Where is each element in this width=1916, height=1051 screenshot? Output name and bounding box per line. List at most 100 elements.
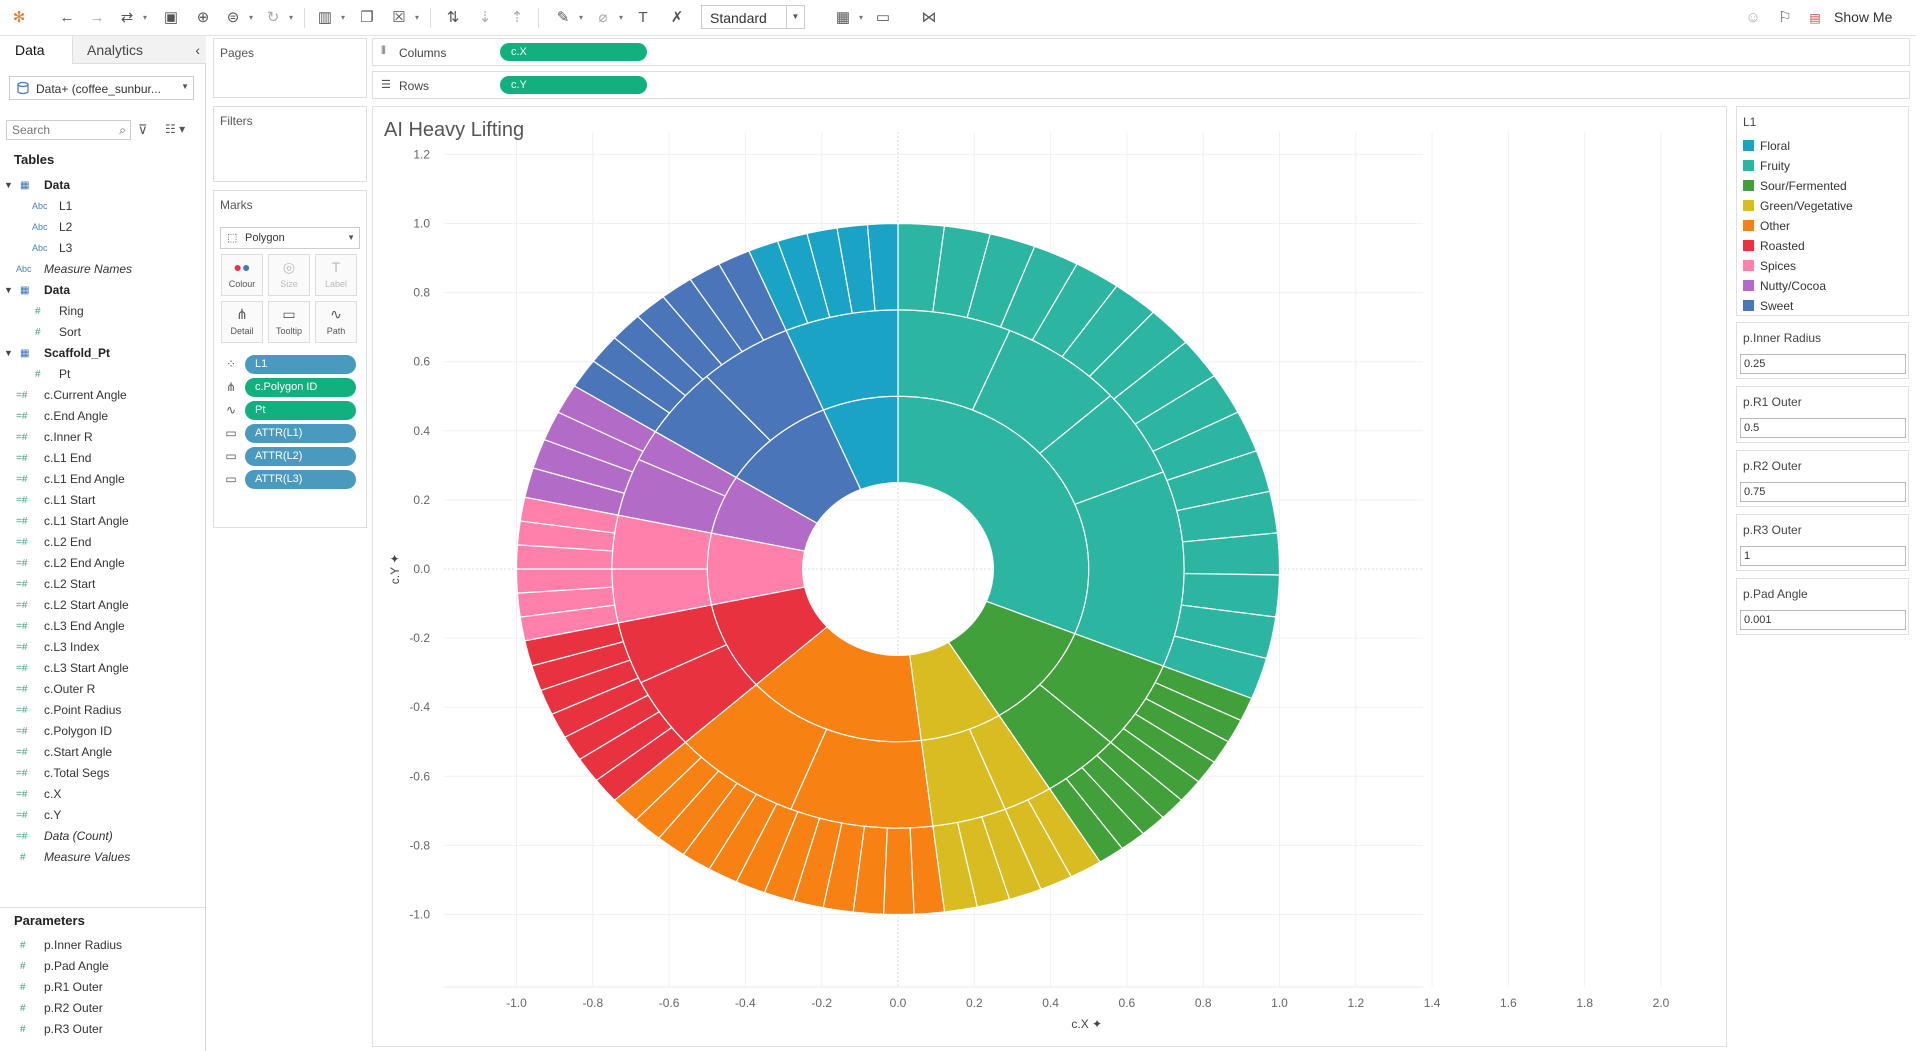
parameter-item[interactable]: # p.Inner Radius: [0, 935, 200, 956]
label-button[interactable]: T Label: [315, 254, 357, 296]
field-item[interactable]: # Measure Values: [0, 847, 200, 868]
parameter-value-input[interactable]: [1740, 354, 1906, 374]
rows-pill[interactable]: c.Y: [500, 76, 647, 94]
fix-axes-icon[interactable]: ✗: [670, 9, 684, 26]
parameter-value-input[interactable]: [1740, 482, 1906, 502]
highlight-icon[interactable]: ✎: [556, 9, 570, 26]
field-item[interactable]: =# c.L2 End Angle: [0, 553, 200, 574]
field-item[interactable]: # Ring: [0, 301, 200, 322]
mark-pill[interactable]: ATTR(L3): [245, 470, 356, 489]
field-item[interactable]: # Sort: [0, 322, 200, 343]
search-input[interactable]: [7, 121, 112, 139]
field-item[interactable]: =# c.L1 Start: [0, 490, 200, 511]
mark-pill[interactable]: Pt: [245, 401, 356, 420]
group-members-icon[interactable]: ⌀: [598, 9, 608, 26]
sort-descending-icon[interactable]: ⇡: [510, 9, 524, 26]
sunburst-segment[interactable]: [1074, 471, 1185, 667]
field-item[interactable]: =# c.Polygon ID: [0, 721, 200, 742]
presentation-mode-icon[interactable]: ▭: [875, 9, 891, 26]
show-me-icon[interactable]: ▤: [1809, 11, 1821, 25]
collapse-pane-icon[interactable]: ‹: [195, 42, 200, 58]
filters-shelf[interactable]: Filters: [213, 106, 367, 182]
field-item[interactable]: =# c.Point Radius: [0, 700, 200, 721]
cards-dropdown-icon[interactable]: ▾: [858, 13, 863, 22]
new-datasource-icon[interactable]: ⊕: [196, 9, 210, 26]
field-item[interactable]: Abc L2: [0, 217, 200, 238]
field-item[interactable]: ▼ ▦ Data: [0, 175, 200, 196]
legend-item[interactable]: Spices: [1743, 256, 1903, 276]
field-item[interactable]: =# c.L1 Start Angle: [0, 511, 200, 532]
field-item[interactable]: =# c.L1 End Angle: [0, 469, 200, 490]
legend-item[interactable]: Roasted: [1743, 236, 1903, 256]
field-item[interactable]: =# c.Current Angle: [0, 385, 200, 406]
highlight-dropdown-icon[interactable]: ▾: [578, 13, 583, 22]
ask-data-icon[interactable]: ☺: [1745, 9, 1761, 26]
mark-pill[interactable]: L1: [245, 355, 356, 374]
view-size-select[interactable]: Standard ▼: [701, 5, 805, 29]
group-dropdown-icon[interactable]: ▾: [618, 13, 623, 22]
path-button[interactable]: ∿ Path: [315, 301, 357, 343]
rows-shelf[interactable]: ☰ Rows c.Y: [372, 71, 1910, 99]
show-me-button[interactable]: Show Me: [1834, 9, 1893, 25]
field-item[interactable]: =# c.Y: [0, 805, 200, 826]
field-item[interactable]: =# c.L1 End: [0, 448, 200, 469]
field-item[interactable]: =# c.L3 End Angle: [0, 616, 200, 637]
field-item[interactable]: =# c.Inner R: [0, 427, 200, 448]
filter-icon[interactable]: ⊽: [138, 122, 148, 137]
legend-item[interactable]: Other: [1743, 216, 1903, 236]
pin-icon[interactable]: ⚐: [1778, 9, 1792, 26]
new-worksheet-icon[interactable]: ▥: [317, 9, 333, 26]
field-item[interactable]: =# c.L2 End: [0, 532, 200, 553]
field-item[interactable]: =# c.End Angle: [0, 406, 200, 427]
legend-item[interactable]: Sour/Fermented: [1743, 176, 1903, 196]
field-item[interactable]: =# c.Outer R: [0, 679, 200, 700]
sunburst-segment[interactable]: [866, 222, 899, 312]
pause-updates-icon[interactable]: ⊜: [226, 9, 240, 26]
parameter-item[interactable]: # p.R2 Outer: [0, 998, 200, 1019]
tooltip-button[interactable]: ▭ Tooltip: [268, 301, 310, 343]
parameter-value-input[interactable]: [1740, 610, 1906, 630]
clear-dropdown-icon[interactable]: ▾: [414, 13, 419, 22]
parameter-item[interactable]: # p.R1 Outer: [0, 977, 200, 998]
parameter-value-input[interactable]: [1740, 418, 1906, 438]
sunburst-segment[interactable]: [882, 827, 915, 916]
expand-icon[interactable]: ▼: [4, 180, 13, 190]
legend-item[interactable]: Green/Vegetative: [1743, 196, 1903, 216]
mark-pill[interactable]: ATTR(L2): [245, 447, 356, 466]
mark-type-select[interactable]: ⬚ Polygon ▼: [220, 227, 360, 249]
field-item[interactable]: =# c.L2 Start Angle: [0, 595, 200, 616]
field-item[interactable]: Abc L1: [0, 196, 200, 217]
replay-dropdown-icon[interactable]: ▾: [142, 13, 147, 22]
legend-item[interactable]: Sweet: [1743, 296, 1903, 316]
legend-item[interactable]: Floral: [1743, 136, 1903, 156]
replay-icon[interactable]: ⇄: [120, 9, 134, 26]
field-item[interactable]: =# c.L2 Start: [0, 574, 200, 595]
columns-shelf[interactable]: ⦀ Columns c.X: [372, 38, 1910, 66]
field-item[interactable]: =# c.L3 Start Angle: [0, 658, 200, 679]
pages-shelf[interactable]: Pages: [213, 38, 367, 98]
new-worksheet-dropdown-icon[interactable]: ▾: [340, 13, 345, 22]
expand-icon[interactable]: ▼: [4, 348, 13, 358]
colour-button[interactable]: ●● Colour: [221, 254, 263, 296]
field-item[interactable]: =# c.L3 Index: [0, 637, 200, 658]
expand-icon[interactable]: ▼: [4, 285, 13, 295]
clear-sheet-icon[interactable]: ☒: [392, 9, 406, 26]
share-icon[interactable]: ⋈: [921, 9, 937, 26]
show-mark-labels-icon[interactable]: T: [638, 9, 648, 26]
detail-button[interactable]: ⋔ Detail: [221, 301, 263, 343]
size-button[interactable]: ◎ Size: [268, 254, 310, 296]
parameter-item[interactable]: # p.R3 Outer: [0, 1019, 200, 1040]
swap-rows-columns-icon[interactable]: ⇅: [446, 9, 460, 26]
parameter-item[interactable]: # p.Pad Angle: [0, 956, 200, 977]
mark-pill[interactable]: c.Polygon ID: [245, 378, 356, 397]
field-item[interactable]: =# Data (Count): [0, 826, 200, 847]
undo-icon[interactable]: ←: [59, 9, 75, 26]
field-search[interactable]: ⌕: [6, 120, 131, 140]
tableau-logo-icon[interactable]: ✻: [12, 9, 26, 26]
field-item[interactable]: ▼ ▦ Data: [0, 280, 200, 301]
refresh-icon[interactable]: ↻: [266, 9, 280, 26]
redo-icon[interactable]: →: [89, 9, 105, 26]
datasource-select[interactable]: Data+ (coffee_sunbur... ▼: [9, 76, 194, 100]
save-icon[interactable]: ▣: [163, 9, 179, 26]
cards-icon[interactable]: ▦: [835, 9, 851, 26]
